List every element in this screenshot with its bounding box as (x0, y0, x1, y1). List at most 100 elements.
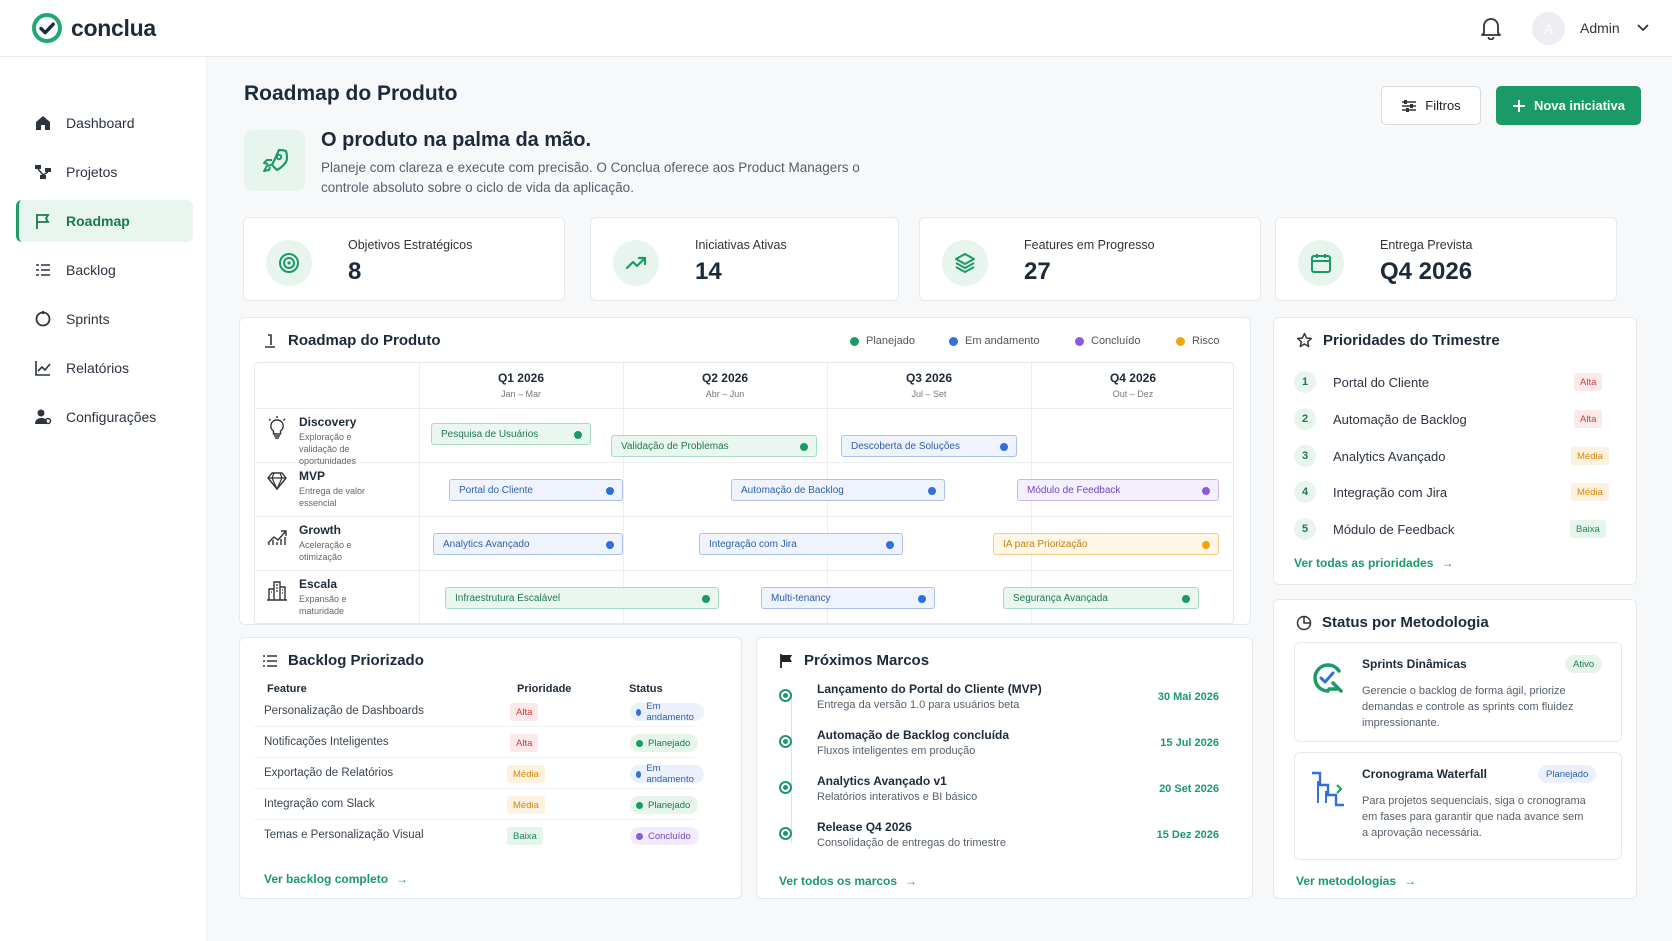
priority-item[interactable]: 2 Automação de Backlog (1294, 406, 1594, 432)
arrow-right-icon: → (396, 872, 409, 886)
table-row[interactable]: Integração com Slack Média Planejado (254, 790, 699, 820)
cycle-icon (35, 311, 51, 327)
new-initiative-button[interactable]: Nova iniciativa (1496, 86, 1641, 125)
priority-item[interactable]: 3 Analytics Avançado (1294, 443, 1594, 469)
sidebar: Dashboard Projetos Roadmap Backlog Sprin… (0, 57, 207, 941)
priorities-title-text: Prioridades do Trimestre (1323, 332, 1500, 349)
sidebar-item-label: Dashboard (66, 115, 135, 131)
sidebar-item-label: Configurações (66, 409, 157, 425)
methodology-card: Status por Metodologia Sprints Dinâmicas… (1273, 599, 1637, 899)
feature-name: Personalização de Dashboards (264, 705, 424, 717)
table-row[interactable]: Exportação de Relatórios Média Em andame… (254, 759, 704, 789)
legend-label: Risco (1192, 335, 1220, 347)
roadmap-bar[interactable]: Pesquisa de Usuários (431, 423, 591, 445)
status-badge: Planejado (630, 734, 699, 752)
stat-card-features: Features em Progresso 27 (919, 217, 1261, 301)
roadmap-bar[interactable]: Portal do Cliente (449, 479, 623, 501)
avatar[interactable]: A (1532, 12, 1565, 45)
see-methodologies-link[interactable]: Ver metodologias → (1296, 874, 1417, 888)
status-badge: Em andamento (630, 763, 704, 785)
priority-item[interactable]: 5 Módulo de Feedback (1294, 516, 1594, 542)
diamond-icon (267, 472, 287, 491)
milestones-card: Próximos Marcos Lançamento do Portal do … (756, 637, 1253, 899)
methodology-item-title: Sprints Dinâmicas (1362, 657, 1467, 671)
sidebar-item-dashboard[interactable]: Dashboard (16, 102, 193, 144)
filter-button[interactable]: Filtros (1381, 86, 1481, 125)
filter-icon (1402, 99, 1417, 112)
priority-badge: Alta (1574, 373, 1603, 391)
quarter-header-q3: Q3 2026 Jul – Set (905, 371, 953, 399)
phase-growth: Growth Aceleração e otimização (265, 523, 379, 563)
rocket-icon (244, 130, 305, 191)
milestones-title: Próximos Marcos (779, 652, 929, 669)
sidebar-item-sprints[interactable]: Sprints (16, 298, 193, 340)
roadmap-bar[interactable]: Validação de Problemas (611, 435, 817, 457)
sidebar-item-projetos[interactable]: Projetos (16, 151, 193, 193)
roadmap-bar[interactable]: Infraestrutura Escalável (445, 587, 719, 609)
milestone-item[interactable]: Lançamento do Portal do Cliente (MVP) En… (779, 682, 1219, 722)
filter-button-label: Filtros (1425, 98, 1461, 113)
methodology-item-sprints[interactable]: Sprints Dinâmicas Ativo Gerencie o backl… (1294, 642, 1622, 742)
roadmap-bar[interactable]: IA para Priorização (993, 533, 1219, 555)
roadmap-bar[interactable]: Módulo de Feedback (1017, 479, 1219, 501)
sidebar-item-label: Projetos (66, 164, 118, 180)
milestone-item[interactable]: Release Q4 2026 Consolidação de entregas… (779, 820, 1219, 860)
methodology-item-waterfall[interactable]: Cronograma Waterfall Planejado Para proj… (1294, 752, 1622, 860)
page-title: Roadmap do Produto (244, 82, 458, 105)
priority-item[interactable]: 4 Integração com Jira (1294, 479, 1594, 505)
milestone-item[interactable]: Automação de Backlog concluída Fluxos in… (779, 728, 1219, 768)
sidebar-item-label: Relatórios (66, 360, 130, 376)
sidebar-item-roadmap[interactable]: Roadmap (16, 200, 193, 242)
legend-label: Planejado (866, 335, 915, 347)
milestone-item[interactable]: Analytics Avançado v1 Relatórios interat… (779, 774, 1219, 814)
roadmap-bar[interactable]: Integração com Jira (699, 533, 903, 555)
roadmap-bar[interactable]: Segurança Avançada (1003, 587, 1199, 609)
stat-card-objetivos: Objetivos Estratégicos 8 (243, 217, 565, 301)
sidebar-item-relatorios[interactable]: Relatórios (16, 347, 193, 389)
see-milestones-link[interactable]: Ver todos os marcos → (779, 874, 918, 888)
priority-item[interactable]: 1 Portal do Cliente (1294, 369, 1594, 395)
column-header-status: Status (629, 683, 663, 695)
notification-bell-icon[interactable] (1480, 16, 1502, 43)
roadmap-title-text: Roadmap do Produto (288, 332, 441, 349)
milestone-dot-icon (779, 781, 792, 794)
see-backlog-link[interactable]: Ver backlog completo → (264, 872, 409, 886)
methodology-item-desc: Para projetos sequenciais, siga o cronog… (1362, 795, 1586, 839)
sidebar-item-configuracoes[interactable]: Configurações (16, 396, 193, 438)
list-icon (36, 264, 50, 276)
status-badge: Ativo (1565, 655, 1603, 673)
legend-item-planned: Planejado (850, 335, 915, 347)
backlog-title-text: Backlog Priorizado (288, 652, 424, 669)
priorities-card: Prioridades do Trimestre 1 Portal do Clie… (1273, 317, 1637, 585)
buildings-icon (267, 581, 287, 601)
priority-badge: Média (1571, 483, 1609, 501)
legend-label: Concluído (1091, 335, 1141, 347)
stat-label: Features em Progresso (1024, 238, 1155, 252)
roadmap-info-icon (265, 333, 275, 348)
top-bar: conclua A Admin (0, 0, 1672, 57)
table-row[interactable]: Personalização de Dashboards Alta Em and… (254, 697, 704, 727)
sidebar-item-backlog[interactable]: Backlog (16, 249, 193, 291)
table-row[interactable]: Notificações Inteligentes Alta Planejado (254, 728, 699, 758)
table-row[interactable]: Temas e Personalização Visual Baixa Conc… (254, 821, 699, 851)
list-check-icon (263, 654, 277, 667)
chevron-down-icon[interactable] (1636, 21, 1650, 36)
feature-name: Exportação de Relatórios (264, 767, 394, 779)
roadmap-bar[interactable]: Multi-tenancy (761, 587, 935, 609)
stat-label: Iniciativas Ativas (695, 238, 787, 252)
priorities-title: Prioridades do Trimestre (1296, 332, 1500, 349)
priority-badge: Baixa (507, 827, 543, 845)
projects-icon (35, 165, 51, 179)
user-name[interactable]: Admin (1580, 20, 1620, 36)
logo[interactable]: conclua (31, 12, 156, 44)
priority-badge: Média (507, 765, 545, 783)
see-all-priorities-link[interactable]: Ver todas as prioridades → (1294, 556, 1454, 570)
phase-escala: Escala Expansão e maturidade (265, 577, 379, 617)
roadmap-bar[interactable]: Descoberta de Soluções (841, 435, 1017, 457)
chart-icon (35, 361, 51, 376)
roadmap-bar[interactable]: Automação de Backlog (731, 479, 945, 501)
roadmap-card: Roadmap do Produto Planejado Em andament… (239, 317, 1251, 625)
plus-icon (1512, 99, 1525, 112)
target-icon (266, 240, 312, 286)
roadmap-bar[interactable]: Analytics Avançado (433, 533, 623, 555)
